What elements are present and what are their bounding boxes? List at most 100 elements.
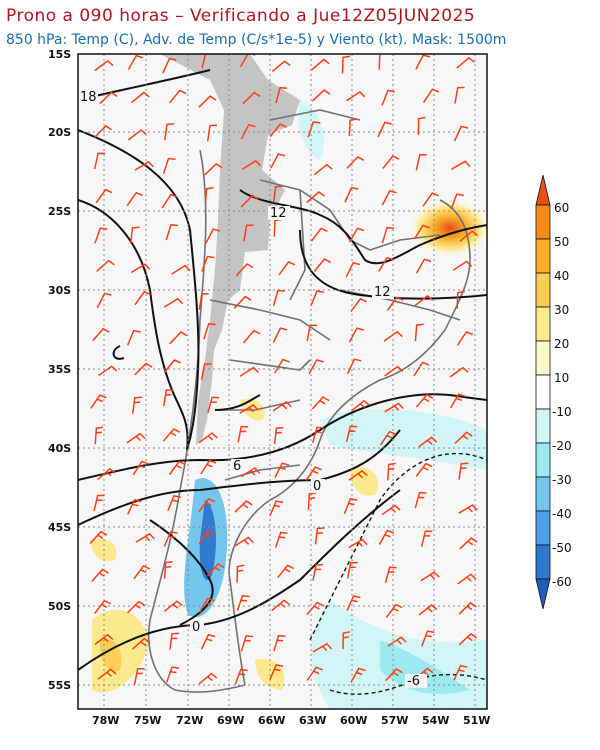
wind-barb (205, 228, 221, 244)
colorbar-label-10: 10 (554, 371, 569, 385)
wind-barb (415, 154, 427, 171)
wind-barb (345, 425, 358, 443)
wind-barb (93, 125, 113, 139)
wind-barb (312, 642, 333, 653)
wind-barb (167, 495, 181, 512)
wind-barb (418, 436, 438, 448)
wind-barb (162, 389, 174, 407)
wind-barb (384, 365, 404, 377)
wind-barb (347, 358, 362, 375)
wind-barb (94, 633, 114, 646)
wind-barb (133, 564, 151, 580)
wind-barb (99, 91, 118, 105)
wind-barb (348, 469, 368, 481)
wind-barb (93, 494, 105, 512)
wind-barb (313, 163, 333, 176)
wind-barb (93, 152, 106, 170)
lon-label-54w: 54W (422, 714, 449, 727)
wind-barb (377, 121, 392, 138)
wind-barb (198, 432, 218, 444)
wind-barb (97, 467, 116, 481)
colorbar-box (535, 476, 551, 512)
colorbar-box (535, 204, 551, 240)
wind-barb (378, 256, 394, 272)
wind-barb (381, 89, 395, 106)
wind-barb (414, 323, 424, 342)
lat-label-50s: 50S (48, 600, 71, 613)
wind-barb (130, 263, 151, 274)
wind-barb (271, 60, 291, 72)
wind-barb (206, 562, 225, 577)
wind-barb (417, 116, 426, 135)
wind-barb (311, 396, 330, 410)
wind-barb (350, 297, 368, 313)
colorbar-box (535, 408, 551, 444)
contour-labels: 18 12 12 6 0 0 -6 (78, 90, 427, 689)
wind-barb (243, 224, 254, 242)
wind-barb (454, 86, 465, 104)
wind-barb (94, 599, 112, 614)
wind-barb (381, 189, 397, 206)
wind-barb (239, 366, 260, 377)
wind-barb (163, 297, 184, 308)
wind-barb (274, 531, 288, 548)
wind-barb (311, 58, 330, 71)
wind-barb (171, 264, 191, 275)
wind-barb (306, 666, 323, 681)
wind-barb (459, 230, 479, 242)
wind-barb (271, 599, 291, 612)
wind-barb (350, 667, 366, 683)
wind-barb (457, 573, 477, 585)
wind-barb (204, 187, 214, 205)
colorbar-label-20: 20 (554, 337, 569, 351)
wind-barb (127, 499, 142, 515)
wind-barb (163, 600, 183, 612)
wind-barb (234, 536, 254, 547)
wind-barb (200, 363, 212, 380)
wind-barb (385, 603, 403, 619)
wind-barb (198, 95, 217, 108)
wind-barb (243, 329, 261, 344)
wind-barb (277, 564, 295, 579)
wind-barb (233, 295, 252, 309)
wind-barb (458, 462, 469, 480)
wind-barb (453, 664, 468, 681)
lat-label-35s: 35S (48, 363, 71, 376)
wind-barb (272, 401, 292, 412)
wind-barb (126, 329, 141, 346)
wind-barb (162, 428, 181, 442)
wind-barb (169, 89, 187, 104)
contour-label-7: -6 (407, 674, 420, 689)
plot-background (78, 54, 487, 709)
wind-barb (346, 595, 361, 611)
wind-barb (94, 227, 108, 244)
wind-barb (273, 358, 290, 374)
lon-label-57w: 57W (381, 714, 408, 727)
wind-barb (237, 425, 249, 443)
wind-barb (449, 393, 466, 409)
wind-barb (458, 632, 478, 646)
lat-label-20s: 20S (48, 126, 71, 139)
wind-barb (96, 259, 115, 272)
wind-barb (165, 666, 180, 683)
wind-barb (236, 564, 245, 583)
wind-barb (306, 191, 325, 204)
wind-barb (345, 261, 361, 278)
wind-barb (134, 160, 154, 171)
wind-barb (204, 162, 223, 176)
wind-barb (92, 327, 110, 342)
wind-barb (379, 430, 397, 446)
wind-barb (163, 530, 178, 547)
wind-barb (131, 396, 142, 414)
wind-barb (383, 330, 403, 342)
contour-label-6: 0 (192, 620, 200, 635)
wind-barb (201, 54, 207, 69)
wind-barb (98, 365, 118, 377)
colorbar-label-m60: -60 (552, 575, 572, 589)
wind-barb (351, 399, 370, 412)
wind-barb (126, 432, 146, 444)
colorbar-label-m20: -20 (552, 439, 572, 453)
colorbar: 60 50 40 30 20 10 -10 -20 -30 -40 -50 -6… (535, 174, 572, 610)
wind-barb (235, 263, 254, 277)
wind-barb (95, 188, 113, 204)
